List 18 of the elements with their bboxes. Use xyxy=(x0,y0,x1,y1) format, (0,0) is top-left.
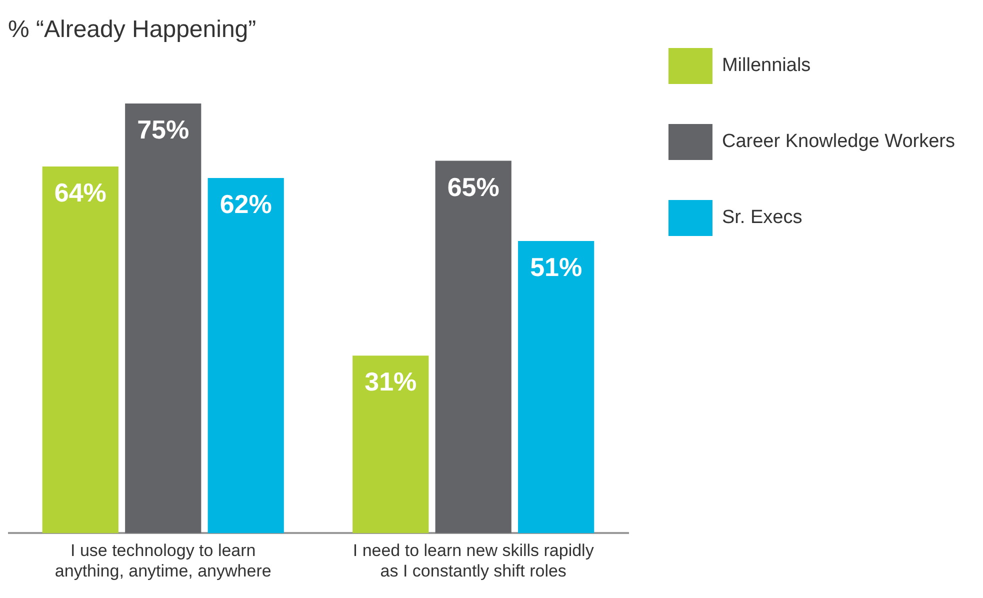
data-label: 31% xyxy=(364,366,417,397)
x-tick-label: I need to learn new skills rapidly as I constantly shift roles xyxy=(352,541,594,580)
legend-label: Career Knowledge Workers xyxy=(722,131,956,152)
bar xyxy=(352,356,429,534)
data-label: 64% xyxy=(54,178,106,208)
data-label: 51% xyxy=(530,252,582,282)
bar xyxy=(208,178,284,534)
data-label: 65% xyxy=(447,172,500,202)
bar xyxy=(518,240,594,534)
data-label: 75% xyxy=(137,114,190,145)
data-label: 62% xyxy=(220,189,272,220)
bar xyxy=(435,160,512,534)
x-tick-label: I use technology to learn anything, anytime, anywhere xyxy=(54,541,272,580)
legend-label: Millennials xyxy=(722,55,811,76)
bar xyxy=(125,103,202,534)
legend-label: Sr. Execs xyxy=(722,207,802,228)
bar xyxy=(42,166,118,534)
chart-title: % “Already Happening” xyxy=(8,16,256,44)
